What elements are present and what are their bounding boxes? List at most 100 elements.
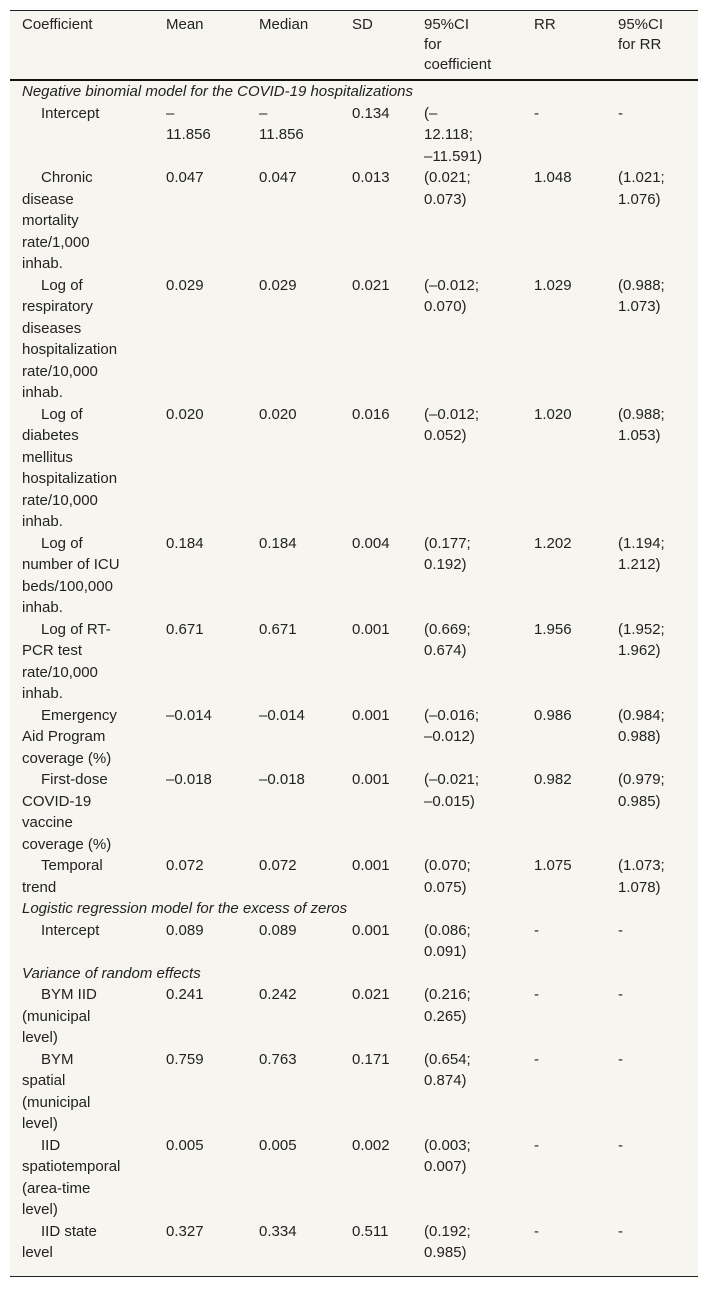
cell-coefficient: Log of number of ICU beds/100,000 inhab. (10, 533, 154, 619)
cell-mean: –11.856 (154, 103, 247, 168)
cell-text: - (618, 1136, 623, 1154)
cell-text: - (618, 921, 623, 939)
cell-text: Emergency Aid Program coverage (%) (22, 706, 117, 767)
cell-ci-rr: - (606, 1049, 698, 1135)
cell-text: 0.089 (166, 921, 204, 939)
cell-text: (–0.021; –0.015) (424, 771, 480, 810)
cell-text: - (534, 921, 539, 939)
cell-mean: –0.018 (154, 769, 247, 855)
cell-rr: 0.986 (522, 705, 606, 770)
cell-text: IID spatiotemporal (area-time level) (22, 1136, 121, 1219)
cell-text: (0.070; 0.075) (424, 857, 471, 896)
cell-text: 0.072 (166, 857, 204, 874)
header-label: 95%CI for RR (618, 16, 664, 53)
table-row: Log of diabetes mellitus hospitalization… (10, 404, 698, 533)
cell-text: 0.671 (259, 620, 297, 638)
cell-text: 0.759 (166, 1050, 204, 1068)
cell-median: 0.047 (247, 167, 340, 275)
cell-text: 0.986 (534, 706, 572, 724)
cell-text: 0.327 (166, 1222, 204, 1240)
cell-text: 0.029 (166, 276, 204, 294)
cell-sd: 0.013 (340, 167, 412, 275)
cell-median: –0.014 (247, 705, 340, 770)
cell-median: –0.018 (247, 769, 340, 855)
cell-text: BYM IID (municipal level) (22, 986, 97, 1046)
cell-text: –0.014 (166, 706, 212, 724)
cell-text: 0.334 (259, 1222, 297, 1240)
cell-text: 0.004 (352, 534, 390, 552)
cell-sd: 0.001 (340, 855, 412, 898)
cell-text: (0.216; 0.265) (424, 986, 471, 1025)
cell-ci-coefficient: (–0.016; –0.012) (412, 705, 522, 770)
cell-sd: 0.134 (340, 103, 412, 168)
cell-ci-coefficient: (0.021; 0.073) (412, 167, 522, 275)
cell-text: 1.048 (534, 169, 572, 186)
cell-coefficient: First-dose COVID-19 vaccine coverage (%) (10, 769, 154, 855)
coefficients-table: Coefficient Mean Median SD 95%CI for coe… (10, 10, 698, 1277)
cell-text: - (534, 104, 539, 122)
cell-text: BYM spatial (municipal level) (22, 1050, 91, 1133)
cell-ci-rr: (0.979; 0.985) (606, 769, 698, 855)
cell-rr: 0.982 (522, 769, 606, 855)
cell-coefficient: Intercept (10, 920, 154, 963)
cell-sd: 0.171 (340, 1049, 412, 1135)
cell-text: 0.029 (259, 276, 297, 294)
cell-ci-rr: (0.988; 1.073) (606, 275, 698, 404)
table-row: IID spatiotemporal (area-time level) 0.00… (10, 1135, 698, 1221)
cell-text: Log of diabetes mellitus hospitalization… (22, 405, 118, 531)
cell-text: 0.001 (352, 921, 390, 939)
cell-ci-coefficient: (0.177; 0.192) (412, 533, 522, 619)
cell-text: Log of respiratory diseases hospitalizat… (22, 276, 118, 402)
cell-text: 0.047 (259, 169, 297, 186)
cell-text: (0.021; 0.073) (424, 169, 471, 208)
cell-text: 0.671 (166, 620, 204, 638)
cell-mean: 0.089 (154, 920, 247, 963)
section-row: Variance of random effects (10, 963, 698, 985)
cell-mean: 0.029 (154, 275, 247, 404)
header-ci-coefficient: 95%CI for coefficient (412, 11, 522, 81)
cell-text: (0.192; 0.985) (424, 1222, 471, 1262)
cell-text: (0.988; 1.053) (618, 405, 665, 445)
cell-text: 0.002 (352, 1136, 390, 1154)
table-header: Coefficient Mean Median SD 95%CI for coe… (10, 10, 698, 81)
cell-text: (1.073; 1.078) (618, 857, 665, 896)
header-mean: Mean (154, 11, 247, 81)
table-row: BYM spatial (municipal level) 0.759 0.763 0… (10, 1049, 698, 1135)
cell-text: 0.020 (166, 405, 204, 423)
cell-text: 0.184 (166, 534, 204, 552)
table-row: Intercept 0.089 0.089 0.001 (0.086; 0.091) - - (10, 920, 698, 963)
section-title: Logistic regression model for the excess… (22, 900, 348, 917)
header-median: Median (247, 11, 340, 81)
cell-text: (–0.012; 0.070) (424, 276, 480, 316)
cell-ci-coefficient: (0.070; 0.075) (412, 855, 522, 898)
table-row: Intercept –11.856 –11.856 0.134 (–12.118; –1… (10, 103, 698, 168)
cell-text: Chronic disease mortality rate/1,000 inh… (22, 169, 93, 272)
cell-sd: 0.001 (340, 769, 412, 855)
cell-text: (1.194; 1.212) (618, 534, 665, 574)
table-row: Emergency Aid Program coverage (%) –0.014… (10, 705, 698, 770)
cell-text: Intercept (41, 921, 100, 939)
cell-text: 1.202 (534, 534, 572, 552)
cell-median: 0.334 (247, 1221, 340, 1277)
cell-ci-rr: - (606, 984, 698, 1049)
cell-sd: 0.001 (340, 619, 412, 705)
cell-mean: 0.759 (154, 1049, 247, 1135)
cell-coefficient: BYM spatial (municipal level) (10, 1049, 154, 1135)
cell-rr: - (522, 1049, 606, 1135)
cell-text: 0.005 (166, 1136, 204, 1154)
cell-sd: 0.001 (340, 705, 412, 770)
cell-text: 1.956 (534, 620, 572, 638)
cell-text: (0.988; 1.073) (618, 276, 665, 316)
cell-coefficient: Intercept (10, 103, 154, 168)
cell-text: Log of RT-PCR test rate/10,000 inhab. (22, 620, 111, 703)
cell-ci-rr: - (606, 920, 698, 963)
header-coefficient: Coefficient (10, 11, 154, 81)
header-label: SD (352, 16, 373, 33)
cell-text: (–0.012; 0.052) (424, 405, 480, 445)
cell-median: 0.089 (247, 920, 340, 963)
cell-coefficient: IID spatiotemporal (area-time level) (10, 1135, 154, 1221)
cell-coefficient: Log of RT-PCR test rate/10,000 inhab. (10, 619, 154, 705)
cell-text: - (534, 1136, 539, 1154)
cell-coefficient: IID state level (10, 1221, 154, 1277)
cell-coefficient: Log of diabetes mellitus hospitalization… (10, 404, 154, 533)
